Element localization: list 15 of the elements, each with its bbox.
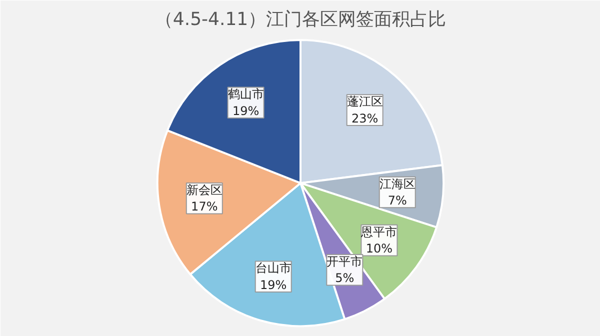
- data-label: 10%: [366, 242, 393, 256]
- slice-label: 江海区: [379, 176, 416, 191]
- slice-label: 蓬江区: [346, 94, 383, 109]
- data-label: 7%: [388, 194, 407, 208]
- slice-label: 开平市: [326, 254, 363, 268]
- slice-label: 台山市: [255, 261, 292, 276]
- data-label: 5%: [335, 271, 354, 286]
- data-label: 17%: [191, 200, 218, 214]
- data-label: 19%: [232, 104, 260, 118]
- data-label: 19%: [260, 278, 287, 292]
- slice-label: 恩平市: [360, 224, 398, 239]
- slice-label: 新会区: [186, 182, 222, 197]
- slice-label: 鹤山市: [228, 87, 264, 102]
- data-label: 23%: [352, 111, 378, 126]
- chart-title: （4.5-4.11）江门各区网签面积占比: [154, 8, 446, 30]
